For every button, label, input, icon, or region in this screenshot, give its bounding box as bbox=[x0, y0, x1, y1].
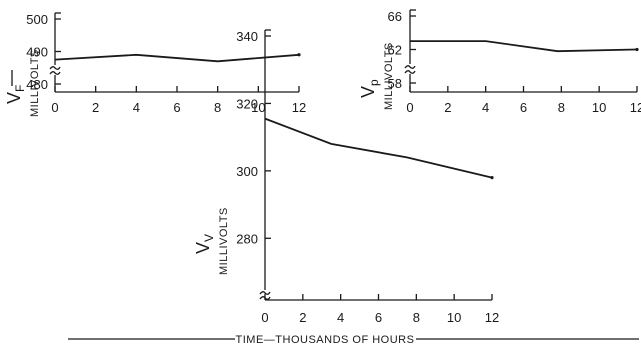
x-tick-label-vv: 2 bbox=[299, 310, 306, 325]
x-tick-label-vf: 8 bbox=[214, 100, 221, 115]
series-end-point-vp bbox=[635, 47, 639, 52]
x-tick-label-vf: 12 bbox=[292, 100, 306, 115]
x-tick-label-vv: 8 bbox=[413, 310, 420, 325]
x-tick-label-vp: 12 bbox=[630, 100, 641, 115]
axis-break-mark-vf bbox=[49, 66, 61, 70]
series-end-point-vf bbox=[297, 53, 301, 57]
x-tick-label-vp: 8 bbox=[558, 100, 565, 115]
plot-area-vv: 340 320 300 280 0 2 4 6 8 10 12 bbox=[236, 29, 499, 325]
x-tick-label-vf: 10 bbox=[251, 100, 265, 115]
chart-panel-vp: Vp MILLIVOLTS 66 62 58 0 2 4 6 8 10 12 bbox=[358, 9, 641, 115]
series-end-point-vv bbox=[490, 176, 494, 180]
x-tick-label-vv: 10 bbox=[447, 310, 461, 325]
axis-break-mark-vp bbox=[404, 65, 416, 69]
x-tick-label-vp: 6 bbox=[520, 100, 527, 115]
x-tick-label-vv: 4 bbox=[337, 310, 344, 325]
y-tick-label-vv: 320 bbox=[236, 96, 258, 111]
x-axis-label: TIME—THOUSANDS OF HOURS bbox=[236, 334, 415, 346]
axis-break-mark-vv bbox=[259, 291, 271, 295]
axis-break-mark-vf bbox=[49, 71, 61, 75]
series-line-vp bbox=[410, 40, 638, 53]
shared-x-axis-label: TIME—THOUSANDS OF HOURS bbox=[68, 334, 639, 346]
x-tick-label-vv: 12 bbox=[485, 310, 499, 325]
x-tick-label-vv: 0 bbox=[261, 310, 268, 325]
x-tick-label-vf: 0 bbox=[51, 100, 58, 115]
y-tick-label-vp: 66 bbox=[388, 9, 402, 24]
y-tick-label-vv: 340 bbox=[236, 29, 258, 44]
y-tick-label-vp: 58 bbox=[388, 76, 402, 91]
axis-break-mark-vp bbox=[404, 70, 416, 74]
y-tick-label-vf: 480 bbox=[26, 77, 48, 92]
y-axis-label-vp: MILLIVOLTS bbox=[383, 42, 395, 110]
y-symbol-vf: VF bbox=[4, 85, 27, 104]
y-symbol-vp: Vp bbox=[358, 79, 381, 98]
x-tick-label-vp: 4 bbox=[482, 100, 489, 115]
y-tick-label-vf: 500 bbox=[26, 12, 48, 27]
series-line-vv bbox=[264, 117, 493, 179]
y-axis-label-vv: MILLIVOLTS bbox=[218, 207, 230, 275]
y-tick-label-vf: 490 bbox=[26, 45, 48, 60]
x-tick-label-vf: 2 bbox=[92, 100, 99, 115]
y-tick-label-vv: 280 bbox=[236, 231, 258, 246]
x-tick-label-vv: 6 bbox=[375, 310, 382, 325]
x-tick-label-vf: 4 bbox=[133, 100, 140, 115]
x-tick-label-vp: 2 bbox=[444, 100, 451, 115]
plot-area-vp: 66 62 58 0 2 4 6 8 10 12 bbox=[388, 9, 641, 115]
x-tick-label-vp: 0 bbox=[406, 100, 413, 115]
y-tick-label-vv: 300 bbox=[236, 164, 258, 179]
series-line-vf bbox=[54, 53, 300, 63]
y-axis-label-vf: MILLIVOLTS bbox=[29, 49, 41, 117]
y-symbol-vv: VV bbox=[193, 234, 216, 254]
x-tick-label-vf: 6 bbox=[173, 100, 180, 115]
x-tick-label-vp: 10 bbox=[592, 100, 606, 115]
y-tick-label-vp: 62 bbox=[388, 43, 402, 58]
